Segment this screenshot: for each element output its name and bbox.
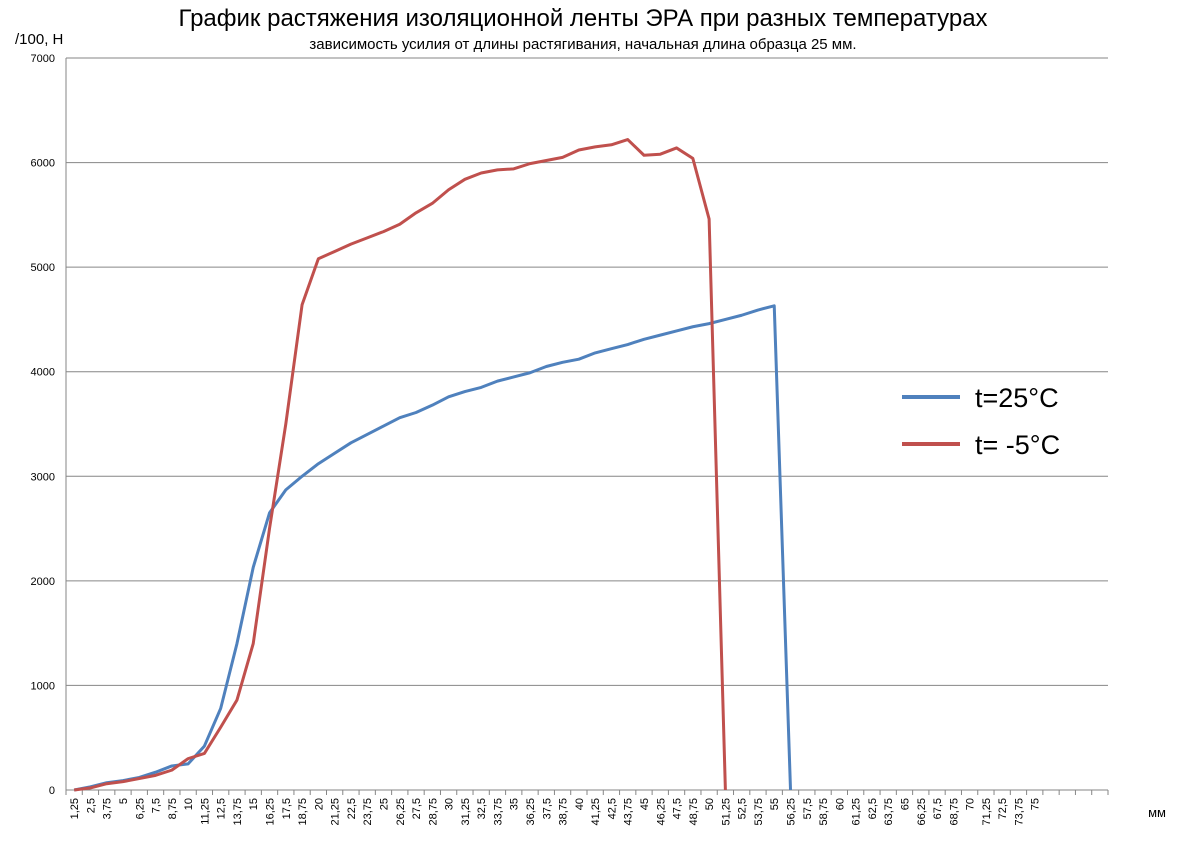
x-tick-label: 50 [704, 798, 716, 810]
x-tick-label: 35 [509, 798, 521, 810]
y-axis-label: /100, Н [15, 31, 63, 48]
y-tick-label: 6000 [31, 158, 55, 170]
x-tick-label: 70 [965, 798, 977, 810]
x-tick-label: 62,5 [867, 798, 879, 819]
x-tick-label: 72,5 [997, 798, 1009, 819]
x-tick-label: 27,5 [411, 798, 423, 819]
x-tick-label: 47,5 [672, 798, 684, 819]
y-tick-label: 7000 [31, 53, 55, 65]
x-tick-label: 73,75 [1013, 798, 1025, 826]
x-tick-label: 13,75 [232, 798, 244, 826]
x-tick-label: 37,5 [541, 798, 553, 819]
x-tick-label: 63,75 [883, 798, 895, 826]
x-tick-label: 75 [1030, 798, 1042, 810]
x-tick-label: 66,25 [916, 798, 928, 826]
x-tick-label: 26,25 [395, 798, 407, 826]
legend-label: t= -5°C [975, 430, 1060, 460]
x-tick-label: 60 [834, 798, 846, 810]
x-tick-label: 57,5 [802, 798, 814, 819]
x-tick-label: 8,75 [167, 798, 179, 819]
x-tick-label: 52,5 [737, 798, 749, 819]
x-tick-label: 67,5 [932, 798, 944, 819]
x-tick-label: 55 [769, 798, 781, 810]
x-tick-label: 71,25 [981, 798, 993, 826]
x-tick-label: 58,75 [818, 798, 830, 826]
x-tick-label: 43,75 [623, 798, 635, 826]
series-line [73, 138, 727, 792]
x-tick-label: 65 [899, 798, 911, 810]
x-tick-label: 16,25 [265, 798, 277, 826]
x-tick-label: 32,5 [476, 798, 488, 819]
y-tick-label: 0 [49, 785, 55, 797]
x-axis-label: мм [1148, 805, 1166, 820]
x-tick-label: 5 [118, 798, 130, 804]
x-tick-label: 41,25 [590, 798, 602, 826]
x-tick-label: 10 [183, 798, 195, 810]
x-tick-label: 17,5 [281, 798, 293, 819]
x-tick-label: 30 [444, 798, 456, 810]
x-tick-label: 22,5 [346, 798, 358, 819]
x-tick-label: 48,75 [688, 798, 700, 826]
x-tick-label: 1,25 [69, 798, 81, 819]
x-tick-label: 51,25 [720, 798, 732, 826]
chart-title: График растяжения изоляционной ленты ЭРА… [178, 5, 987, 32]
x-tick-label: 38,75 [558, 798, 570, 826]
x-tick-label: 15 [248, 798, 260, 810]
x-tick-label: 28,75 [427, 798, 439, 826]
x-tick-label: 45 [639, 798, 651, 810]
x-tick-label: 53,75 [753, 798, 765, 826]
x-tick-label: 25 [378, 798, 390, 810]
chart-subtitle: зависимость усилия от длины растягивания… [309, 36, 856, 53]
x-tick-label: 33,75 [492, 798, 504, 826]
x-tick-label: 7,5 [151, 798, 163, 813]
x-tick-label: 11,25 [199, 798, 211, 825]
x-tick-label: 2,5 [85, 798, 97, 813]
x-tick-label: 21,25 [330, 798, 342, 826]
y-tick-label: 5000 [31, 262, 55, 274]
x-tick-label: 18,75 [297, 798, 309, 826]
x-tick-label: 31,25 [460, 798, 472, 826]
x-tick-label: 20 [313, 798, 325, 810]
x-tick-label: 56,25 [786, 798, 798, 826]
y-tick-label: 1000 [31, 680, 55, 692]
legend-label: t=25°C [975, 383, 1059, 413]
x-tick-label: 42,5 [606, 798, 618, 819]
x-tick-label: 3,75 [102, 798, 114, 819]
x-tick-label: 6,25 [134, 798, 146, 819]
y-tick-label: 2000 [31, 576, 55, 588]
x-tick-label: 68,75 [948, 798, 960, 826]
series-line [73, 304, 793, 792]
x-tick-label: 23,75 [362, 798, 374, 826]
x-tick-label: 61,25 [851, 798, 863, 826]
x-tick-label: 36,25 [525, 798, 537, 826]
x-tick-label: 46,25 [655, 798, 667, 826]
x-tick-label: 12,5 [216, 798, 228, 819]
x-tick-label: 40 [574, 798, 586, 810]
y-tick-label: 4000 [31, 367, 55, 379]
y-tick-label: 3000 [31, 471, 55, 483]
